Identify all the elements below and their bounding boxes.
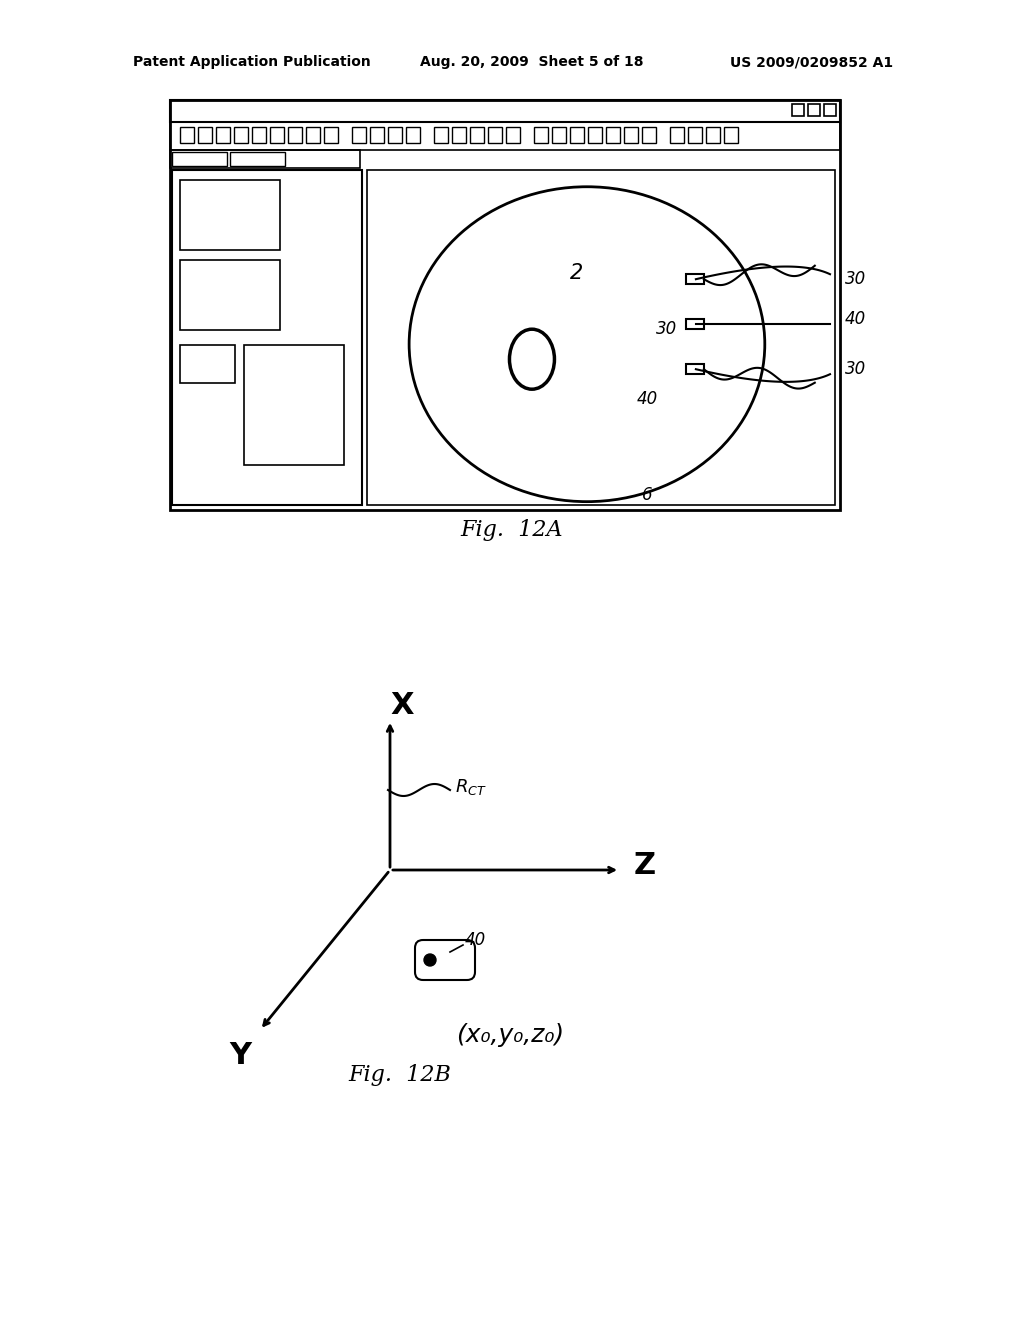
Bar — [452, 127, 466, 143]
Bar — [306, 127, 319, 143]
Bar — [270, 127, 284, 143]
Bar — [180, 345, 234, 383]
Text: 30: 30 — [656, 321, 677, 338]
Bar — [180, 260, 280, 330]
Text: 30: 30 — [845, 271, 866, 288]
Text: Fig.  12B: Fig. 12B — [348, 1064, 452, 1086]
Bar — [388, 127, 402, 143]
Bar — [370, 127, 384, 143]
Bar — [808, 104, 820, 116]
Bar — [570, 127, 584, 143]
Text: Patent Application Publication: Patent Application Publication — [133, 55, 371, 69]
Bar — [198, 127, 212, 143]
Text: 6: 6 — [642, 486, 652, 504]
Bar — [686, 364, 703, 374]
Text: Y: Y — [229, 1040, 251, 1069]
Bar — [552, 127, 566, 143]
Bar — [288, 127, 302, 143]
Bar — [588, 127, 602, 143]
Bar — [824, 104, 836, 116]
Bar — [506, 127, 520, 143]
Text: $R_{CT}$: $R_{CT}$ — [455, 777, 486, 797]
Text: US 2009/0209852 A1: US 2009/0209852 A1 — [730, 55, 893, 69]
Bar — [170, 150, 360, 168]
Bar — [172, 152, 227, 166]
Text: Z: Z — [634, 850, 656, 879]
Bar — [670, 127, 684, 143]
Bar — [170, 100, 840, 121]
Bar — [642, 127, 656, 143]
Bar — [367, 170, 835, 506]
Bar — [170, 100, 840, 510]
Text: X: X — [390, 690, 414, 719]
Bar — [706, 127, 720, 143]
Bar — [230, 152, 285, 166]
Bar — [170, 121, 840, 150]
Bar — [180, 127, 194, 143]
Bar — [244, 345, 344, 465]
Bar — [406, 127, 420, 143]
Text: Fig.  12A: Fig. 12A — [461, 519, 563, 541]
Bar — [352, 127, 366, 143]
Bar — [606, 127, 620, 143]
Bar — [686, 275, 703, 284]
Bar — [792, 104, 804, 116]
Bar — [470, 127, 484, 143]
Bar — [324, 127, 338, 143]
Circle shape — [424, 954, 436, 966]
Text: 40: 40 — [845, 310, 866, 329]
Text: 2: 2 — [570, 264, 584, 284]
Bar — [534, 127, 548, 143]
Bar — [252, 127, 266, 143]
Text: 40: 40 — [637, 391, 658, 408]
Bar — [172, 170, 362, 506]
Bar — [216, 127, 230, 143]
Bar — [624, 127, 638, 143]
Text: 30: 30 — [845, 360, 866, 379]
Bar — [686, 319, 703, 329]
Text: (x₀,y₀,z₀): (x₀,y₀,z₀) — [456, 1023, 564, 1047]
Text: 40: 40 — [465, 931, 486, 949]
Bar — [724, 127, 738, 143]
Bar — [434, 127, 449, 143]
Text: Aug. 20, 2009  Sheet 5 of 18: Aug. 20, 2009 Sheet 5 of 18 — [420, 55, 643, 69]
Bar — [234, 127, 248, 143]
Bar — [688, 127, 702, 143]
Bar — [488, 127, 502, 143]
Bar — [180, 180, 280, 249]
